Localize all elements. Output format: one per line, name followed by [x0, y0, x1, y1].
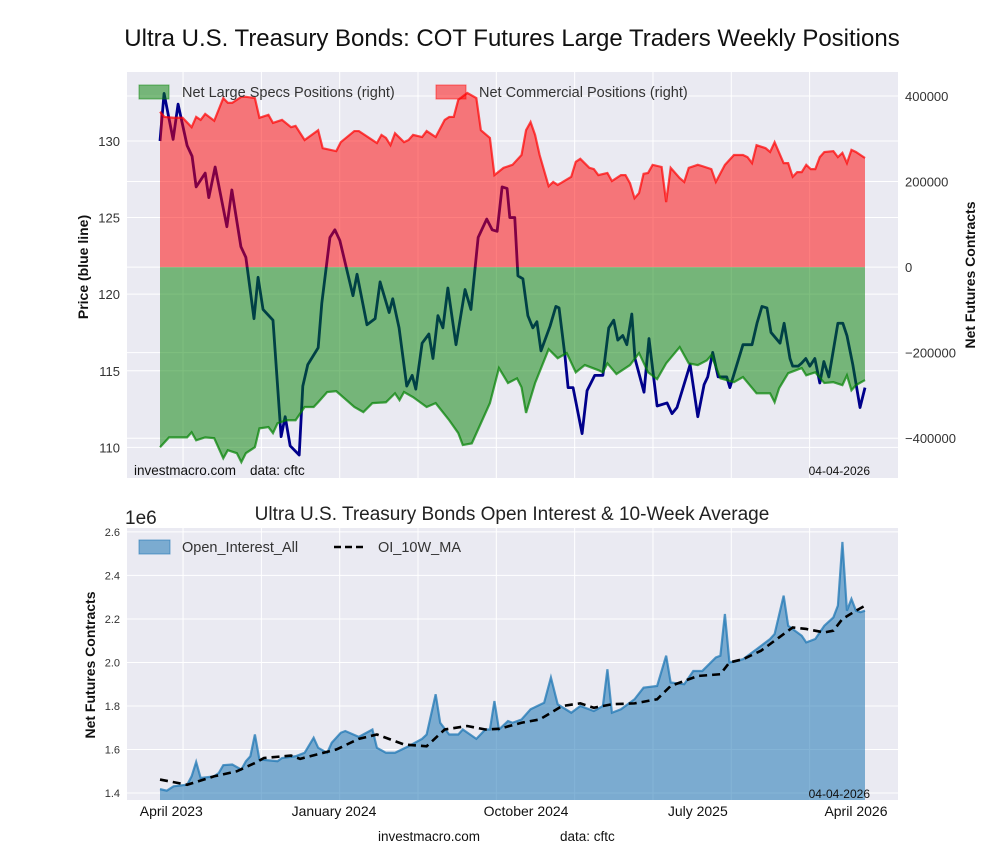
- left-axis-ticks: 130 125 120 115 110: [98, 134, 120, 455]
- x-axis-ticks: April 2023 January 2024 October 2024 July 2…: [140, 803, 888, 819]
- x-tick-label: April 2026: [824, 803, 887, 819]
- specs-area: [160, 267, 865, 463]
- x-tick-label: October 2024: [484, 803, 569, 819]
- commercial-line: [159, 91, 866, 203]
- date-label: 04-04-2026: [809, 464, 871, 478]
- watermark-site: investmacro.com: [134, 463, 236, 478]
- legend: Open_Interest_All OI_10W_MA: [138, 539, 461, 556]
- legend-label-open-interest: Open_Interest_All: [182, 540, 298, 556]
- left-tick-label: 130: [98, 134, 120, 149]
- right-tick-label: 0: [905, 260, 912, 275]
- y-tick-label: 1.8: [105, 701, 120, 713]
- open-interest-chart: Ultra U.S. Treasury Bonds Open Interest …: [82, 504, 898, 819]
- figure-title: Ultra U.S. Treasury Bonds: COT Futures L…: [124, 25, 899, 52]
- x-tick-label: January 2024: [292, 803, 377, 819]
- legend-label-specs: Net Large Specs Positions (right): [182, 85, 395, 101]
- legend-swatch-commercial: [435, 84, 467, 100]
- footer-source: data: cftc: [560, 829, 615, 844]
- legend-label-moving-average: OI_10W_MA: [378, 540, 461, 556]
- legend-label-commercial: Net Commercial Positions (right): [479, 85, 688, 101]
- date-label: 04-04-2026: [809, 787, 871, 801]
- right-tick-label: 200000: [905, 175, 948, 190]
- right-tick-label: −400000: [905, 431, 956, 446]
- y-axis-label: Net Futures Contracts: [82, 591, 98, 738]
- left-tick-label: 110: [99, 440, 120, 455]
- y-axis-ticks: 1.4 1.6 1.8 2.0 2.2 2.4 2.6: [105, 527, 120, 800]
- footer-site: investmacro.com: [378, 829, 480, 844]
- open-interest-area: [160, 541, 865, 800]
- open-interest-line: [159, 541, 866, 792]
- y-tick-label: 2.4: [105, 570, 120, 582]
- x-tick-label: July 2025: [668, 803, 728, 819]
- y-tick-label: 2.0: [105, 657, 120, 669]
- cot-positions-chart: 130 125 120 115 110 400000 200000 0 −200000 −400…: [75, 72, 978, 478]
- right-axis-label: Net Futures Contracts: [962, 201, 978, 348]
- legend: Net Large Specs Positions (right) Net Co…: [138, 84, 688, 101]
- commercial-area: [160, 92, 865, 268]
- right-tick-label: 400000: [905, 89, 948, 104]
- specs-line: [159, 345, 866, 465]
- y-tick-label: 1.6: [105, 745, 120, 757]
- x-tick-label: April 2023: [140, 803, 203, 819]
- position-fills: [159, 91, 866, 465]
- y-tick-label: 1.4: [105, 788, 120, 800]
- left-tick-label: 115: [99, 364, 120, 379]
- y-multiplier-label: 1e6: [125, 508, 157, 529]
- legend-swatch-open-interest: [138, 539, 171, 555]
- chart-title: Ultra U.S. Treasury Bonds Open Interest …: [255, 504, 770, 525]
- series-layer: [159, 541, 866, 800]
- y-tick-label: 2.2: [105, 614, 120, 626]
- right-tick-label: −200000: [905, 346, 956, 361]
- y-tick-label: 2.6: [105, 527, 120, 539]
- left-axis-label: Price (blue line): [75, 215, 91, 319]
- left-tick-label: 120: [98, 287, 120, 302]
- left-tick-label: 125: [98, 211, 120, 226]
- watermark-source: data: cftc: [250, 463, 305, 478]
- legend-swatch-specs: [138, 84, 170, 100]
- right-axis-ticks: 400000 200000 0 −200000 −400000: [905, 89, 956, 446]
